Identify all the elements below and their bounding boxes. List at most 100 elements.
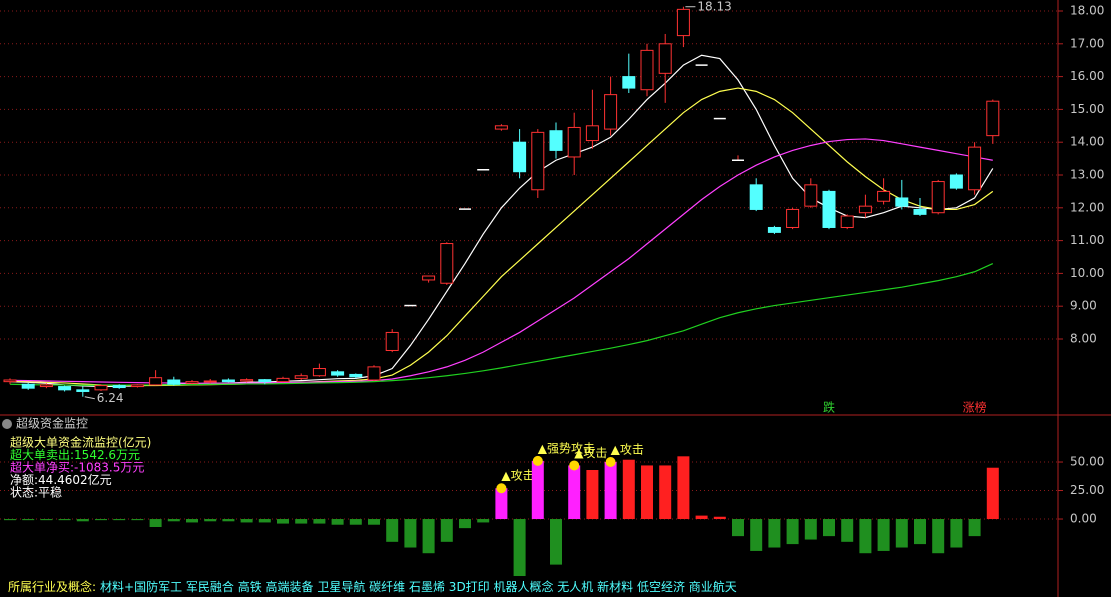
candle-body bbox=[931, 181, 945, 214]
candle-body bbox=[604, 94, 618, 130]
signal-marker: 涨榜 bbox=[963, 400, 987, 415]
bar bbox=[113, 519, 126, 521]
candle-body bbox=[221, 379, 235, 383]
note: 净额:44.4602亿元 bbox=[10, 472, 112, 487]
bar bbox=[4, 519, 16, 521]
bar bbox=[786, 519, 799, 545]
candle-body bbox=[349, 373, 363, 378]
candle-body bbox=[968, 146, 982, 191]
bar bbox=[513, 519, 526, 577]
y-tick-label: 15.00 bbox=[1070, 102, 1104, 116]
candle-body bbox=[130, 384, 144, 388]
candle-body bbox=[203, 380, 217, 383]
signal-dot bbox=[569, 460, 580, 471]
note: 超级大单资金流监控(亿元) bbox=[10, 435, 151, 450]
y-tick-label: 8.00 bbox=[1070, 332, 1097, 346]
bar bbox=[131, 519, 144, 521]
bar bbox=[677, 456, 690, 520]
candle-body bbox=[76, 389, 90, 392]
bar bbox=[804, 519, 817, 540]
y-tick-label: 18.00 bbox=[1070, 4, 1104, 18]
bar bbox=[859, 519, 872, 554]
bar bbox=[440, 519, 453, 542]
candle-body bbox=[258, 379, 272, 383]
bar bbox=[222, 519, 235, 522]
candle-body bbox=[877, 190, 891, 202]
bar bbox=[22, 519, 35, 521]
candle-body bbox=[276, 377, 290, 383]
candle-body bbox=[294, 375, 308, 379]
y-tick-label: 9.00 bbox=[1070, 299, 1097, 313]
bar bbox=[968, 519, 981, 537]
bar bbox=[459, 519, 471, 529]
candle-body bbox=[676, 8, 690, 37]
candle-body bbox=[312, 368, 326, 377]
note: 超大单净买:-1083.5万元 bbox=[10, 460, 144, 475]
bar bbox=[823, 519, 835, 537]
bar bbox=[149, 519, 162, 527]
y-tick-label: 17.00 bbox=[1070, 36, 1104, 50]
candle-body bbox=[331, 371, 345, 376]
bar bbox=[932, 519, 945, 554]
bar bbox=[895, 519, 908, 548]
candle-body bbox=[21, 383, 35, 389]
bar bbox=[877, 519, 890, 551]
bar bbox=[841, 519, 854, 542]
candle-body bbox=[804, 184, 818, 207]
bar bbox=[240, 519, 253, 523]
signal-label: ▲攻击 bbox=[611, 443, 644, 457]
candle-body bbox=[385, 331, 399, 351]
signal-label: ▲攻击 bbox=[574, 446, 607, 460]
bar bbox=[386, 519, 399, 542]
bar bbox=[622, 459, 635, 520]
signal-label: ▲攻击 bbox=[501, 469, 534, 483]
bar bbox=[76, 519, 89, 522]
bar bbox=[349, 519, 362, 525]
bar bbox=[914, 519, 926, 545]
candle-body bbox=[440, 243, 454, 284]
bar bbox=[331, 519, 344, 525]
bar bbox=[58, 519, 71, 521]
bar bbox=[713, 516, 726, 520]
bar bbox=[641, 465, 653, 520]
candle-body bbox=[822, 190, 836, 228]
candle-body bbox=[858, 205, 872, 214]
y-tick-label: 16.00 bbox=[1070, 69, 1104, 83]
bar bbox=[40, 519, 53, 521]
signal-dot bbox=[496, 483, 507, 494]
bar bbox=[313, 519, 326, 524]
signal-label: ▲强势攻击 bbox=[538, 441, 595, 455]
signal-dot bbox=[605, 457, 616, 468]
bar bbox=[295, 519, 308, 524]
panel-title: 超级资金监控 bbox=[16, 416, 88, 431]
y-tick-label: 11.00 bbox=[1070, 233, 1104, 247]
footer: 所属行业及概念: 材料+国防军工 军民融合 高铁 高端装备 卫星导航 碳纤维 石墨… bbox=[8, 579, 737, 594]
candle-body bbox=[767, 226, 781, 233]
bar bbox=[604, 462, 617, 520]
bar bbox=[186, 519, 198, 523]
candle-body bbox=[531, 131, 545, 191]
candle-body bbox=[585, 125, 599, 142]
y-tick-label: 12.00 bbox=[1070, 200, 1104, 214]
candle-body bbox=[986, 100, 1000, 137]
candle-body bbox=[913, 208, 927, 215]
bar bbox=[422, 519, 435, 554]
candle-body bbox=[567, 126, 581, 158]
note: 状态:平稳 bbox=[10, 485, 62, 500]
bar bbox=[768, 519, 781, 548]
low-pointer bbox=[84, 396, 95, 400]
bar bbox=[368, 519, 380, 525]
candle-body bbox=[786, 208, 800, 228]
candle-body bbox=[640, 49, 654, 91]
candle-body bbox=[949, 174, 963, 189]
bar bbox=[950, 519, 963, 548]
bar bbox=[750, 519, 763, 551]
bar bbox=[586, 470, 599, 520]
bar bbox=[695, 515, 708, 520]
footer-tags: 材料+国防军工 军民融合 高铁 高端装备 卫星导航 碳纤维 石墨烯 3D打印 机… bbox=[100, 579, 737, 594]
y-tick-label: 13.00 bbox=[1070, 168, 1104, 182]
bar bbox=[404, 519, 417, 548]
candle-body bbox=[58, 386, 72, 391]
